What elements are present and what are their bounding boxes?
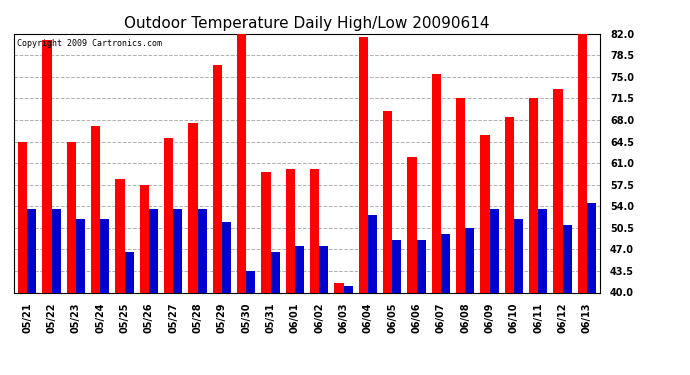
Bar xyxy=(27,209,37,292)
Bar xyxy=(490,209,499,292)
Bar xyxy=(383,111,392,292)
Bar xyxy=(18,142,27,292)
Bar xyxy=(587,203,596,292)
Bar xyxy=(335,283,344,292)
Bar xyxy=(319,246,328,292)
Bar xyxy=(42,40,52,292)
Bar xyxy=(67,142,76,292)
Bar xyxy=(197,209,207,292)
Bar xyxy=(480,135,490,292)
Bar xyxy=(295,246,304,292)
Bar xyxy=(538,209,547,292)
Bar xyxy=(115,178,124,292)
Bar xyxy=(222,222,231,292)
Bar xyxy=(504,117,514,292)
Bar xyxy=(139,185,149,292)
Bar xyxy=(100,219,110,292)
Bar xyxy=(417,240,426,292)
Bar xyxy=(149,209,158,292)
Bar xyxy=(188,123,197,292)
Text: Copyright 2009 Cartronics.com: Copyright 2009 Cartronics.com xyxy=(17,39,161,48)
Bar xyxy=(368,216,377,292)
Bar xyxy=(553,89,562,292)
Bar xyxy=(441,234,450,292)
Bar xyxy=(578,34,587,292)
Bar xyxy=(237,31,246,292)
Bar xyxy=(124,252,134,292)
Bar xyxy=(270,252,279,292)
Bar xyxy=(91,126,100,292)
Title: Outdoor Temperature Daily High/Low 20090614: Outdoor Temperature Daily High/Low 20090… xyxy=(124,16,490,31)
Bar xyxy=(52,209,61,292)
Bar xyxy=(465,228,475,292)
Bar xyxy=(562,225,572,292)
Bar xyxy=(213,64,222,292)
Bar xyxy=(310,169,319,292)
Bar xyxy=(164,138,173,292)
Bar xyxy=(344,286,353,292)
Bar xyxy=(76,219,85,292)
Bar xyxy=(173,209,182,292)
Bar xyxy=(246,271,255,292)
Bar xyxy=(529,99,538,292)
Bar xyxy=(432,74,441,292)
Bar xyxy=(456,99,465,292)
Bar xyxy=(407,157,417,292)
Bar xyxy=(514,219,523,292)
Bar xyxy=(392,240,402,292)
Bar xyxy=(359,37,368,292)
Bar xyxy=(262,172,270,292)
Bar xyxy=(286,169,295,292)
